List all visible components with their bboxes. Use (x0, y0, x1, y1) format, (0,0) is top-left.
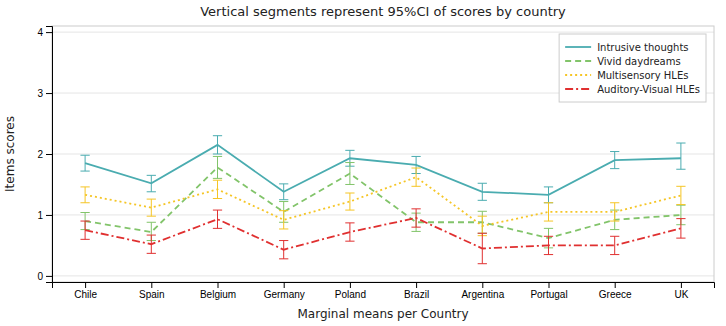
legend-label: Vivid daydreams (597, 56, 681, 67)
tick-mark (350, 282, 351, 288)
legend-swatch (565, 88, 591, 90)
series (80, 168, 685, 236)
x-axis: Chile Spain Belgium Germany Poland Brazil Arge… (53, 282, 715, 300)
plot: Chile Spain Belgium Germany Poland Brazil Arge… (37, 26, 714, 300)
grid-line (52, 32, 714, 33)
x-tick: Poland (335, 282, 366, 300)
error-bar (213, 156, 222, 178)
legend-swatch (565, 74, 591, 76)
series-line (85, 167, 681, 238)
series-line (85, 218, 681, 250)
legend-swatch (565, 60, 591, 62)
legend-entry: Multisensory HLEs (565, 70, 688, 81)
series (80, 209, 685, 264)
error-bar (213, 210, 222, 228)
tick-mark (46, 93, 52, 94)
tick-mark (416, 282, 417, 288)
tick-label: 1 (37, 210, 43, 221)
tick-label: Chile (74, 289, 97, 300)
tick-mark (284, 282, 285, 288)
tick-label: Poland (335, 289, 366, 300)
tick-mark (46, 154, 52, 155)
error-bar (676, 219, 685, 239)
x-axis-title: Marginal means per Country (297, 307, 468, 321)
tick-label: Belgium (200, 289, 236, 300)
legend: Intrusive thoughts Vivid daydreams Multise… (559, 34, 706, 102)
error-bar (676, 186, 685, 204)
legend-box (559, 34, 706, 102)
tick-mark (46, 215, 52, 216)
title: Vertical segments represent 95%CI of sco… (200, 4, 566, 19)
legend-entry: Intrusive thoughts (565, 42, 688, 53)
axis-domain (53, 283, 715, 289)
x-tick: Portugal (530, 282, 567, 300)
legend-label: Intrusive thoughts (597, 42, 688, 53)
tick-label: Greece (599, 289, 632, 300)
legend-entry: Vivid daydreams (565, 56, 681, 67)
tick-mark (482, 282, 483, 288)
error-bar (411, 168, 420, 186)
series-line (85, 177, 681, 226)
error-bar (676, 143, 685, 169)
tick-label: Brazil (404, 289, 429, 300)
error-bar (345, 193, 354, 210)
legend-swatch (565, 46, 591, 48)
legend-label: Auditory-Visual HLEs (597, 84, 700, 95)
tick-label: Spain (139, 289, 165, 300)
series-line (85, 145, 681, 195)
series (80, 156, 685, 247)
tick-mark (85, 282, 86, 288)
plot-frame (52, 26, 714, 282)
y-tick: 4 (37, 27, 52, 38)
x-tick: Spain (139, 282, 165, 300)
y-tick: 0 (37, 271, 52, 282)
axis-domain (46, 27, 53, 283)
chart: Chile Spain Belgium Germany Poland Brazil Arge… (0, 0, 726, 326)
x-tick: Brazil (404, 282, 429, 300)
tick-mark (615, 282, 616, 288)
tick-mark (46, 276, 52, 277)
tick-mark (549, 282, 550, 288)
legend-label: Multisensory HLEs (597, 70, 688, 81)
tick-label: 0 (37, 271, 43, 282)
y-tick: 1 (37, 210, 52, 221)
x-tick: Chile (74, 282, 97, 300)
tick-mark (681, 282, 682, 288)
tick-label: 3 (37, 88, 43, 99)
series (80, 136, 685, 203)
y-tick: 2 (37, 149, 52, 160)
tick-mark (218, 282, 219, 288)
legend-entry: Auditory-Visual HLEs (565, 84, 700, 95)
y-tick: 3 (37, 88, 52, 99)
x-tick: Belgium (200, 282, 236, 300)
x-tick: UK (674, 282, 688, 300)
y-axis: 0 1 2 3 4 (37, 27, 52, 283)
error-bar (80, 155, 89, 171)
tick-label: Argentina (461, 289, 504, 300)
tick-label: Portugal (530, 289, 567, 300)
tick-mark (151, 282, 152, 288)
tick-label: UK (674, 289, 688, 300)
tick-mark (46, 32, 52, 33)
marks (80, 136, 685, 264)
x-tick: Argentina (461, 282, 504, 300)
y-axis-title: Items scores (3, 116, 17, 192)
x-tick: Germany (264, 282, 305, 300)
tick-label: 4 (37, 27, 43, 38)
grid (52, 32, 714, 276)
tick-label: Germany (264, 289, 305, 300)
error-bar (279, 211, 288, 229)
tick-label: 2 (37, 149, 43, 160)
x-tick: Greece (599, 282, 632, 300)
grid-line (52, 275, 714, 276)
